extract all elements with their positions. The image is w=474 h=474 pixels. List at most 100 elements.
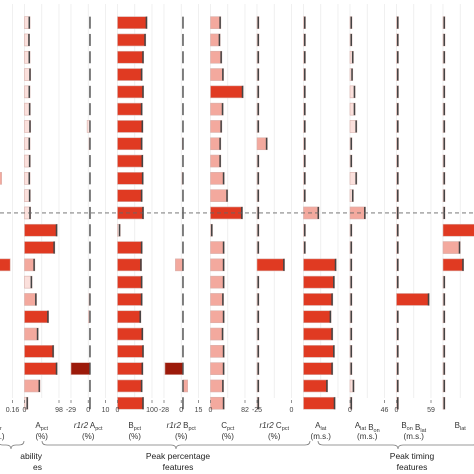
bar-end-tick [257, 103, 259, 116]
bar-end-tick [443, 51, 445, 64]
zero-line-tick [182, 241, 184, 254]
bar-end-tick [350, 155, 352, 168]
zero-line-tick [182, 103, 184, 116]
column-label-part: B [413, 423, 421, 432]
bar-end-tick [397, 310, 399, 323]
bar-end-tick [257, 310, 259, 323]
bar-end-tick [350, 258, 352, 271]
bar-end-tick [443, 172, 445, 185]
bar-end-tick [222, 68, 224, 81]
bar-end-tick [443, 328, 445, 341]
tick-label: 82 [241, 407, 249, 414]
bar [70, 362, 91, 375]
bar-end-tick [52, 345, 54, 358]
bar-end-tick [141, 155, 144, 168]
bar [117, 345, 145, 358]
bar-end-tick [397, 206, 399, 219]
zero-line-tick [89, 379, 91, 392]
bar-end-tick [326, 379, 328, 392]
bar-end-tick [140, 68, 143, 81]
bar-end-tick [331, 328, 333, 341]
group-label: Peak timing [390, 451, 435, 461]
bar [210, 16, 222, 29]
bar-end-tick [443, 362, 445, 375]
zero-line-tick [182, 16, 184, 29]
bar [442, 241, 461, 254]
bar [117, 85, 145, 99]
bar-end-tick [333, 397, 336, 410]
tick-label: 0 [116, 407, 120, 414]
zero-line-tick [182, 293, 184, 306]
bar-end-tick [355, 120, 357, 133]
column-label: Bon Blat [401, 421, 426, 434]
bar-end-tick [443, 16, 445, 29]
bar-end-tick [219, 155, 221, 168]
bar-end-tick [397, 224, 399, 237]
bar [117, 275, 143, 289]
bar-end-tick [257, 85, 259, 98]
bar [442, 258, 465, 272]
bar-end-tick [33, 258, 35, 271]
zero-line-tick [89, 328, 91, 341]
bar-end-tick [304, 51, 306, 64]
column-label-subscript: lat [460, 426, 466, 432]
bar-end-tick [29, 120, 31, 133]
zero-line-tick [182, 276, 184, 289]
bar-end-tick [350, 241, 352, 254]
bar-end-tick [443, 345, 445, 358]
bar-end-tick [219, 16, 221, 29]
bar [24, 310, 49, 324]
group-bracket [41, 440, 311, 450]
zero-line-tick [182, 120, 184, 133]
bar-end-tick [222, 241, 225, 254]
bar [303, 275, 335, 289]
bar-end-tick [397, 172, 399, 185]
bar-end-tick [257, 51, 259, 64]
column-label: r1r2 Apct [74, 421, 103, 432]
group-label-line2: es [33, 462, 42, 472]
column-label: Bvar [0, 421, 2, 432]
bar-end-tick [140, 103, 143, 116]
bar-end-tick [443, 379, 445, 392]
zero-line-tick [182, 310, 184, 323]
bar-end-tick [443, 155, 445, 168]
tick-label: 0 [348, 407, 352, 414]
bar-end-tick [334, 258, 337, 271]
bar-end-tick [350, 137, 352, 150]
bar [117, 310, 142, 324]
bar-end-tick [141, 172, 144, 185]
bar-end-tick [220, 120, 222, 133]
tick-label: 15 [195, 407, 203, 414]
bar-end-tick [140, 258, 142, 271]
bar-end-tick [397, 276, 399, 289]
zero-line-tick [182, 68, 184, 81]
column-label: Cpct [221, 421, 235, 432]
bar-end-tick [257, 155, 259, 168]
zero-line-tick [89, 189, 91, 202]
bar [303, 293, 334, 306]
column-label-part: A [35, 421, 41, 430]
column-label-part: B [455, 421, 460, 430]
column-label-subscript: on [407, 426, 413, 432]
bar-end-tick [257, 276, 259, 289]
group-label: Peak percentage [146, 451, 211, 461]
column-label-part: C [274, 421, 282, 430]
bar [303, 310, 332, 324]
bar-end-tick [222, 172, 225, 185]
column-label-part: r1r2 [259, 421, 274, 430]
bar-end-tick [443, 189, 445, 202]
chart-bars [0, 16, 474, 410]
bar [210, 362, 225, 375]
zero-line-tick [182, 362, 184, 375]
bar-end-tick [350, 362, 352, 375]
bar-end-tick [257, 206, 259, 219]
tick-label: 0 [209, 407, 213, 414]
bar-end-tick [458, 241, 461, 254]
bar-end-tick [28, 189, 31, 202]
bar-end-tick [257, 379, 259, 392]
bar [303, 345, 335, 358]
bar-end-tick [142, 345, 144, 358]
column-label-subscript: lat [360, 426, 366, 432]
bar-end-tick [397, 68, 399, 81]
